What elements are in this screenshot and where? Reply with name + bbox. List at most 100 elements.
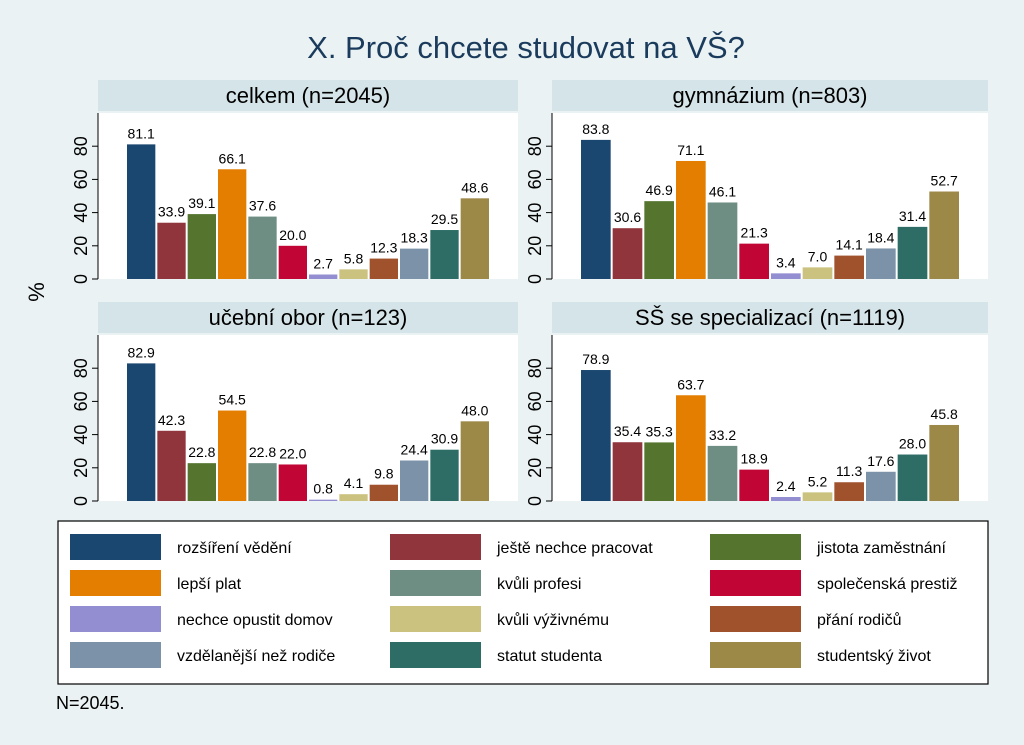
bar-11	[430, 449, 459, 501]
bar-value-label: 22.0	[279, 445, 306, 461]
bar-11	[897, 226, 928, 279]
bar-5	[248, 216, 277, 279]
bar-10	[400, 248, 429, 279]
bar-value-label: 22.8	[188, 444, 215, 460]
y-tick-label: 80	[525, 358, 545, 378]
bar-11	[430, 230, 459, 279]
bar-9	[369, 258, 398, 279]
bar-value-label: 37.6	[249, 198, 276, 214]
bar-value-label: 3.4	[776, 254, 796, 270]
legend-label: vzdělanější než rodiče	[177, 648, 335, 665]
bar-value-label: 35.4	[614, 423, 641, 439]
legend-item: ještě nechce pracovat	[390, 534, 653, 560]
bar-5	[248, 463, 277, 501]
bar-7	[771, 497, 801, 501]
bar-10	[866, 248, 896, 279]
legend-item: studentský život	[710, 642, 931, 668]
y-tick-label: 20	[525, 236, 545, 256]
bar-2	[157, 430, 186, 501]
bar-10	[400, 460, 429, 501]
bar-12	[929, 191, 959, 279]
y-tick-label: 0	[71, 274, 91, 284]
legend-label: kvůli profesi	[497, 575, 581, 593]
y-tick-label: 80	[525, 136, 545, 156]
panel-title: celkem (n=2045)	[226, 83, 390, 108]
legend-swatch	[710, 606, 801, 632]
y-tick-label: 60	[525, 169, 545, 189]
bar-6	[739, 469, 769, 501]
bar-value-label: 52.7	[931, 173, 958, 189]
legend-swatch	[390, 606, 481, 632]
bar-value-label: 21.3	[741, 225, 768, 241]
bar-7	[309, 274, 338, 279]
legend-label: studentský život	[817, 648, 931, 665]
bar-value-label: 39.1	[188, 195, 215, 211]
bar-12	[460, 421, 489, 501]
y-tick-label: 0	[525, 496, 545, 506]
bar-3	[644, 442, 674, 501]
legend-swatch	[70, 642, 161, 668]
bar-value-label: 78.9	[582, 351, 609, 367]
y-tick-label: 40	[71, 203, 91, 223]
bar-value-label: 30.9	[431, 431, 458, 447]
legend-swatch	[710, 642, 801, 668]
bar-1	[581, 139, 611, 279]
legend-label: společenská prestiž	[817, 576, 958, 593]
bar-value-label: 5.2	[808, 473, 828, 489]
bar-value-label: 82.9	[128, 344, 155, 360]
legend-label: ještě nechce pracovat	[496, 540, 653, 557]
bar-value-label: 33.9	[158, 204, 185, 220]
bar-value-label: 14.1	[836, 237, 863, 253]
bar-2	[157, 222, 186, 279]
bar-8	[802, 267, 833, 279]
bar-6	[278, 245, 307, 279]
bar-7	[771, 273, 801, 279]
y-axis-label: %	[24, 282, 49, 302]
legend-label: jistota zaměstnání	[816, 540, 947, 557]
legend-label: přání rodičů	[817, 611, 902, 629]
bar-value-label: 45.8	[931, 406, 958, 422]
panel-1: celkem (n=2045) 0 20 40 60 80 81.1 33.939.1 66.1…	[71, 80, 518, 284]
legend-item: statut studenta	[390, 642, 602, 668]
bar-10	[866, 471, 896, 501]
bar-value-label: 22.8	[249, 444, 276, 460]
bar-value-label: 28.0	[899, 436, 926, 452]
legend-label: statut studenta	[497, 648, 602, 665]
bar-value-label: 7.0	[808, 248, 828, 264]
legend-swatch	[710, 570, 801, 596]
bar-9	[369, 484, 398, 501]
bar-value-label: 35.3	[646, 423, 673, 439]
bar-value-label: 63.7	[677, 376, 704, 392]
bar-value-label: 18.3	[401, 230, 428, 246]
y-tick-label: 0	[71, 496, 91, 506]
y-tick-label: 60	[525, 391, 545, 411]
bar-value-label: 4.1	[344, 475, 364, 491]
bar-12	[929, 424, 959, 501]
y-tick-label: 20	[71, 236, 91, 256]
legend-item: kvůli profesi	[390, 570, 581, 596]
bar-6	[739, 243, 769, 279]
panel-title: SŠ se specializací (n=1119)	[635, 305, 905, 330]
legend-item: vzdělanější než rodiče	[70, 642, 335, 668]
y-tick-label: 20	[71, 458, 91, 478]
y-tick-label: 20	[525, 458, 545, 478]
bar-value-label: 11.3	[836, 463, 862, 479]
bar-value-label: 81.1	[128, 125, 155, 141]
bar-value-label: 30.6	[614, 209, 641, 225]
panel-header	[98, 80, 518, 111]
bar-value-label: 12.3	[370, 240, 397, 256]
bar-value-label: 48.0	[461, 402, 488, 418]
panel-header	[552, 80, 988, 111]
bar-3	[644, 201, 674, 279]
legend-item: rozšíření vědění	[70, 534, 292, 560]
legend-swatch	[390, 570, 481, 596]
bar-5	[707, 202, 738, 279]
bar-value-label: 33.2	[709, 427, 736, 443]
y-tick-label: 60	[71, 169, 91, 189]
legend-box	[57, 520, 989, 685]
bar-value-label: 46.9	[646, 182, 673, 198]
bar-2	[612, 442, 643, 501]
bar-value-label: 0.8	[313, 481, 333, 497]
bar-11	[897, 454, 928, 501]
legend-item: jistota zaměstnání	[710, 534, 947, 560]
